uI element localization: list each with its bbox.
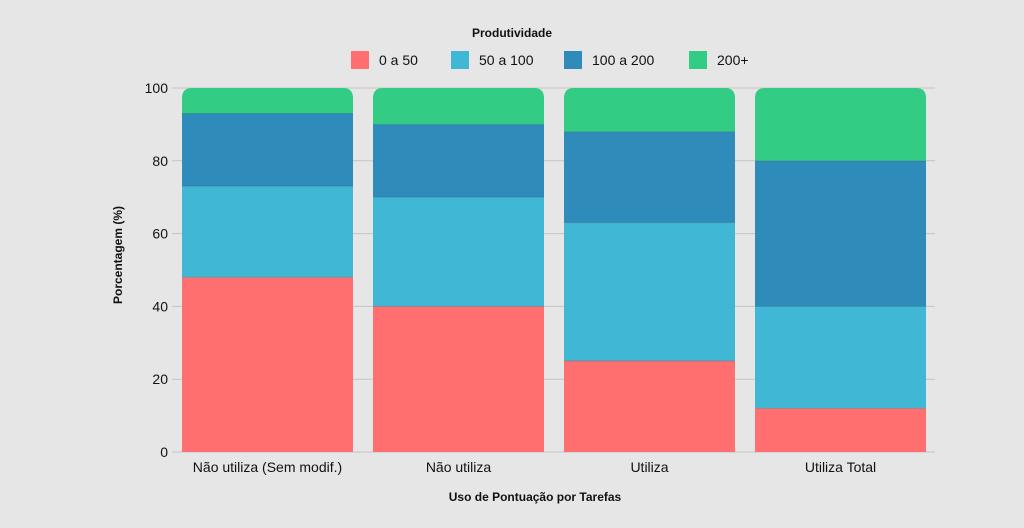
bar-segment-1-3	[373, 88, 544, 125]
legend-title: Produtividade	[472, 26, 552, 40]
legend-label-2: 100 a 200	[592, 52, 654, 68]
bar-segment-3-0	[755, 408, 926, 452]
bar-segment-2-1	[564, 222, 735, 361]
bars	[182, 88, 926, 452]
legend-swatch-2	[564, 51, 582, 69]
bar-segment-3-3	[755, 88, 926, 161]
legend-label-3: 200+	[717, 52, 749, 68]
bar-segment-0-0	[182, 277, 353, 452]
legend-swatch-0	[351, 51, 369, 69]
bar-segment-2-3	[564, 88, 735, 132]
x-category-label-2: Utiliza	[630, 459, 668, 475]
bar-stack-1	[373, 88, 544, 452]
x-category-label-3: Utiliza Total	[805, 459, 876, 475]
legend-label-1: 50 a 100	[479, 52, 534, 68]
bar-segment-1-2	[373, 124, 544, 198]
bar-stack-2	[564, 88, 735, 452]
y-axis-title: Porcentagem (%)	[111, 206, 125, 304]
y-tick-label-0: 0	[160, 444, 168, 460]
x-axis-title: Uso de Pontuação por Tarefas	[449, 490, 622, 504]
y-tick-label-100: 100	[145, 80, 169, 96]
bar-segment-0-1	[182, 186, 353, 278]
x-category-label-0: Não utiliza (Sem modif.)	[193, 459, 342, 475]
bar-segment-0-3	[182, 88, 353, 114]
bar-segment-1-0	[373, 306, 544, 452]
legend: Produtividade 0 a 50 50 a 100 100 a 200 200…	[351, 26, 749, 69]
bar-segment-0-2	[182, 113, 353, 187]
x-axis-categories: Não utiliza (Sem modif.) Não utiliza Utili…	[193, 459, 876, 475]
bar-segment-3-2	[755, 160, 926, 307]
legend-swatch-1	[451, 51, 469, 69]
y-tick-label-60: 60	[152, 226, 168, 242]
legend-swatch-3	[689, 51, 707, 69]
bar-segment-3-1	[755, 306, 926, 409]
bar-segment-2-2	[564, 131, 735, 223]
bar-segment-2-0	[564, 361, 735, 452]
y-tick-label-80: 80	[152, 153, 168, 169]
bar-segment-1-1	[373, 197, 544, 307]
y-tick-label-40: 40	[152, 298, 168, 314]
bar-stack-0	[182, 88, 353, 452]
y-tick-label-20: 20	[152, 371, 168, 387]
legend-label-0: 0 a 50	[379, 52, 418, 68]
bar-stack-3	[755, 88, 926, 452]
y-axis-ticks: 0 20 40 60 80 100	[145, 80, 169, 460]
x-category-label-1: Não utiliza	[426, 459, 492, 475]
